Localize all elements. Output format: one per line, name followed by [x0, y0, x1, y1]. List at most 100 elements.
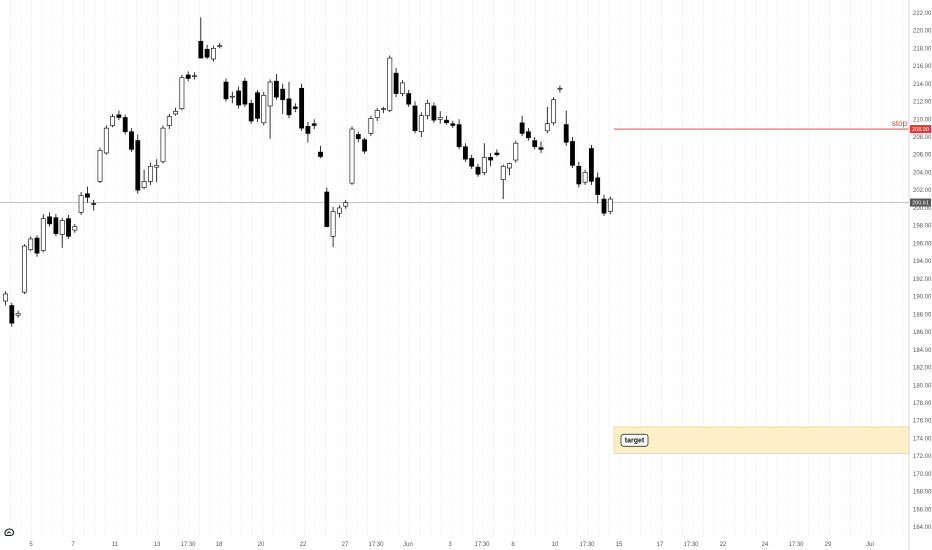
candle-body [544, 123, 550, 132]
price-tick-label: 188.00 [913, 312, 932, 318]
candle [576, 161, 582, 188]
time-tick-label: 22 [720, 542, 727, 548]
candle-body [223, 81, 229, 100]
candle-body [280, 88, 286, 101]
candle [166, 113, 172, 130]
time-tick-label: 8 [511, 542, 515, 548]
price-tick-label: 170.00 [913, 472, 932, 478]
price-tick-label: 202.00 [913, 188, 932, 194]
candle-body [481, 157, 487, 173]
candle-body [418, 115, 424, 132]
candle-body [538, 147, 544, 150]
candle-body [343, 202, 349, 207]
candle [305, 121, 311, 143]
candle-body [299, 87, 304, 129]
candle [368, 115, 374, 137]
candle [299, 83, 304, 131]
candle-body [28, 238, 34, 250]
candle-body [525, 131, 531, 139]
candle [53, 214, 59, 237]
candle [15, 310, 21, 318]
candle-body [349, 128, 355, 184]
time-tick-label: 17:30 [579, 542, 595, 548]
candle [110, 113, 115, 128]
candle-body [318, 151, 323, 157]
candle-body [59, 220, 65, 235]
price-tick-label: 216.00 [913, 64, 932, 70]
candle-body [469, 157, 475, 167]
candle [122, 114, 128, 135]
candle-body [122, 117, 128, 132]
candle-body [34, 237, 40, 254]
candle-body [494, 152, 500, 156]
candle-body [374, 110, 380, 118]
target-label: target [625, 438, 645, 445]
candle [85, 186, 90, 203]
candle [229, 91, 235, 104]
price-tick-label: 198.00 [913, 224, 932, 230]
candle-body [236, 90, 241, 106]
price-tick-label: 222.00 [913, 11, 932, 17]
candle-body [66, 218, 71, 237]
candle-body [286, 98, 292, 116]
price-tick-label: 190.00 [913, 295, 932, 301]
candle [160, 125, 166, 164]
candle-body [211, 48, 216, 60]
candle-body [576, 165, 582, 185]
candle [116, 110, 122, 121]
candle-body [103, 127, 109, 154]
candle [261, 91, 267, 126]
time-axis[interactable]: 5 7 11 13 17:30 18 20 22 27 17:30 Jun 3 17:30 8 10 17:3… [29, 542, 874, 548]
candle [563, 110, 569, 146]
time-tick-label: 17:30 [368, 542, 384, 548]
time-tick-label: 10 [552, 542, 559, 548]
candle [362, 137, 367, 154]
candle [450, 121, 456, 129]
candle-body [305, 126, 311, 134]
time-tick-label: 17:30 [474, 542, 490, 548]
candle-body [47, 216, 52, 225]
candle [236, 86, 241, 109]
candle-body [160, 127, 166, 163]
candle-body [141, 181, 147, 188]
candle [355, 131, 361, 143]
candle [129, 128, 134, 153]
target-zone-rect[interactable] [613, 426, 910, 454]
candle [425, 99, 430, 120]
time-tick-label: Jul [866, 542, 874, 548]
candle [273, 74, 279, 100]
time-tick-label: 27 [342, 542, 349, 548]
price-axis[interactable]: 222.00 220.00 218.00 216.00 214.00 212.00 210.… [913, 11, 932, 531]
candle-body [242, 80, 248, 105]
candle-body [582, 172, 588, 183]
candle [59, 217, 65, 248]
candle [595, 172, 601, 204]
price-tick-label: 164.00 [913, 525, 932, 531]
candle-body [166, 116, 172, 126]
candle [330, 207, 336, 247]
time-tick-label: 7 [71, 542, 75, 548]
candle [242, 77, 248, 107]
candle [431, 102, 437, 123]
candle [399, 80, 405, 97]
price-tick-label: 186.00 [913, 330, 932, 336]
price-tick-label: 168.00 [913, 490, 932, 496]
candle [47, 212, 52, 227]
candle [78, 191, 84, 216]
candle [28, 236, 34, 252]
candle [418, 112, 424, 137]
candle-body [311, 123, 317, 126]
candle [336, 205, 342, 218]
candle-body [324, 191, 330, 227]
candle [393, 67, 399, 98]
candle-body [362, 139, 367, 152]
candle [462, 143, 468, 162]
candle-body [135, 140, 141, 191]
vertical-grid-lines [10, 0, 904, 536]
tradingview-logo-icon[interactable] [4, 528, 15, 536]
target-zone[interactable]: target [613, 426, 910, 454]
candle [406, 90, 412, 107]
price-tick-label: 166.00 [913, 507, 932, 513]
candle-body [462, 146, 468, 160]
